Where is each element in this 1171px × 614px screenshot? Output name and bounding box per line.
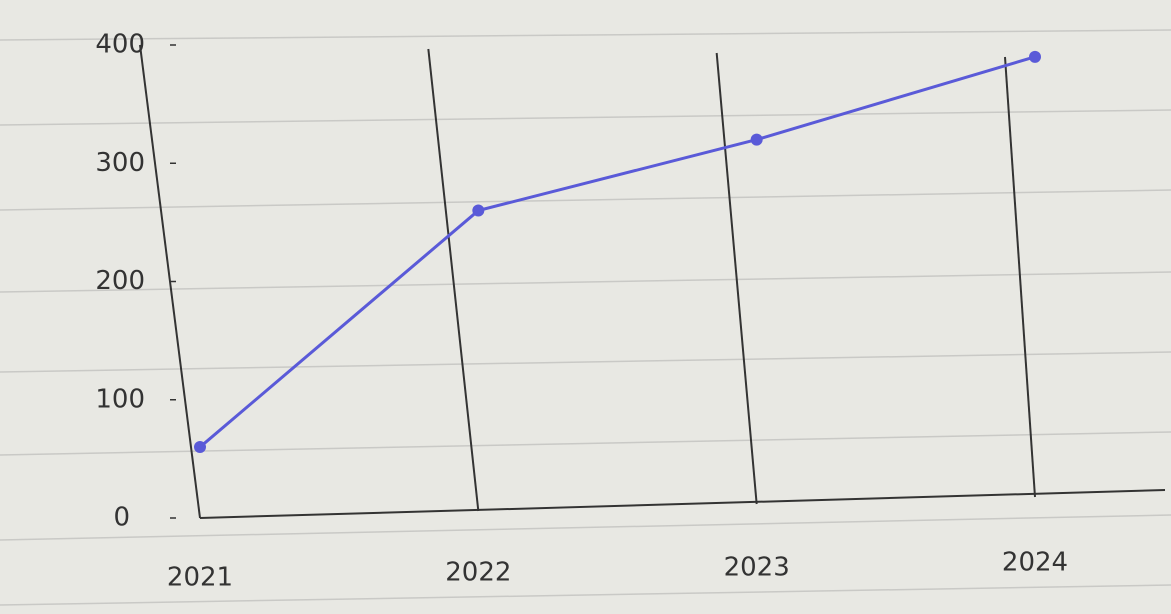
y-tick-label: 300 [95, 148, 145, 178]
x-tick-label: 2021 [167, 563, 233, 593]
y-tick-label: 100 [95, 384, 145, 414]
point [751, 134, 763, 146]
point [1029, 51, 1041, 63]
point [472, 205, 484, 217]
chart: 0 100 200 300 400 2021 2022 2023 2024 [0, 0, 1171, 614]
y-tick-label: 400 [95, 30, 145, 60]
x-tick-label: 2022 [445, 558, 511, 588]
page: 01002003004002021202220232024 (() => { c… [0, 0, 1171, 614]
y-tick-label: 200 [95, 266, 145, 296]
paper [0, 0, 1171, 614]
x-tick-label: 2023 [724, 553, 790, 583]
x-tick-label: 2024 [1002, 548, 1068, 578]
point [194, 441, 206, 453]
y-tick-label: 0 [113, 503, 130, 533]
